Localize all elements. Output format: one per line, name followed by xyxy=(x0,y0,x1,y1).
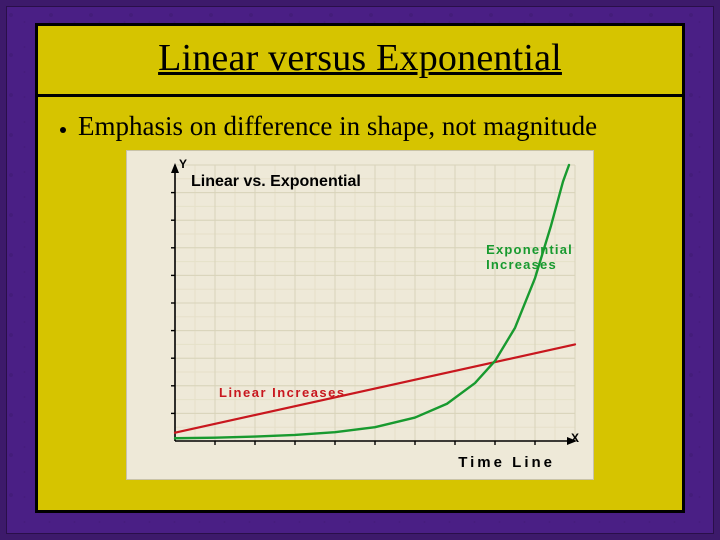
bullet-dot-icon xyxy=(60,127,66,133)
title-box: Linear versus Exponential xyxy=(35,23,685,97)
slide-title: Linear versus Exponential xyxy=(46,36,674,80)
y-axis-letter: Y xyxy=(179,157,187,171)
chart-svg xyxy=(127,151,595,481)
chart-title: Linear vs. Exponential xyxy=(191,173,361,191)
bullet-text: Emphasis on difference in shape, not mag… xyxy=(78,111,597,142)
chart-box: Linear vs. Exponential Y X Linear Increa… xyxy=(126,150,594,480)
content-panel: Linear versus Exponential Emphasis on di… xyxy=(35,23,685,513)
exp-label-line1: Exponential xyxy=(486,242,573,257)
slide-outer: Linear versus Exponential Emphasis on di… xyxy=(6,6,714,534)
exp-label-line2: Increases xyxy=(486,257,557,272)
bullet-row: Emphasis on difference in shape, not mag… xyxy=(38,97,682,148)
chart-wrap: Linear vs. Exponential Y X Linear Increa… xyxy=(38,150,682,480)
exponential-series-label: Exponential Increases xyxy=(486,243,573,273)
x-axis-letter: X xyxy=(571,431,579,445)
linear-series-label: Linear Increases xyxy=(219,385,346,400)
x-axis-title: Time Line xyxy=(458,454,555,471)
